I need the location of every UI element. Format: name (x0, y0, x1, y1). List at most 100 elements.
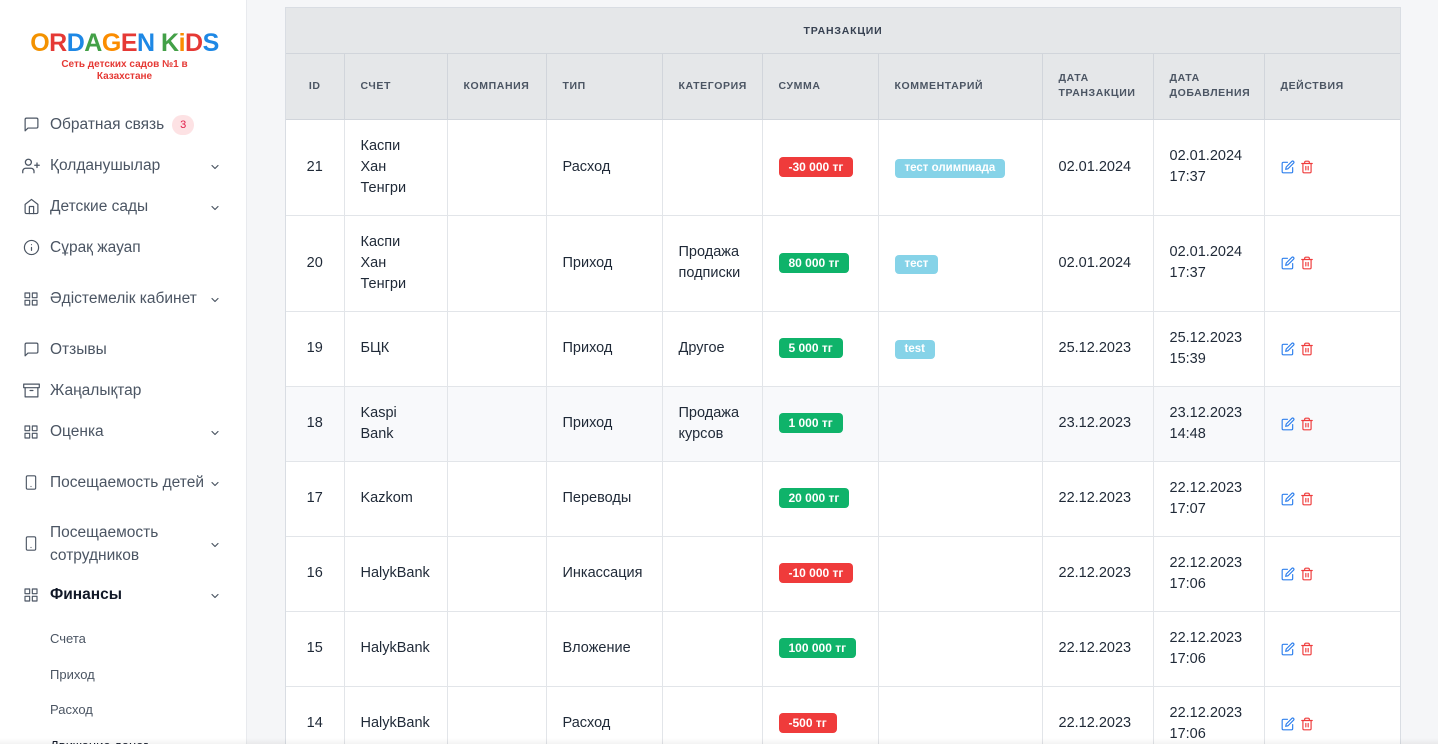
sidebar-item-4[interactable]: Әдістемелік кабинет (0, 268, 247, 329)
column-header: ID (286, 54, 345, 120)
column-header: ДАТА ДОБАВЛЕНИЯ (1153, 54, 1265, 120)
sidebar-item-6[interactable]: Жаңалықтар (0, 370, 247, 411)
sidebar-item-label: Сұрақ жауап (50, 239, 141, 256)
amount-badge: 80 000 тг (778, 252, 850, 273)
sidebar-item-7[interactable]: Оценка (0, 411, 247, 452)
amount-badge: 20 000 тг (778, 488, 850, 508)
logo-letter: S (202, 29, 220, 57)
sidebar-item-label: Обратная связь (50, 116, 165, 133)
cell-category (662, 686, 763, 744)
sidebar-item-label: Посещаемость детей (50, 474, 204, 491)
chevron-down-icon[interactable] (209, 293, 221, 305)
comment-badge: тест (894, 254, 939, 274)
cell-amount: -30 000 тг (762, 119, 879, 216)
cell-id: 21 (286, 119, 345, 216)
chevron-down-icon[interactable] (209, 477, 221, 489)
sidebar-item-1[interactable]: Қолданушылар (0, 145, 247, 186)
sidebar-item-8[interactable]: Посещаемость детей (0, 452, 247, 513)
edit-icon[interactable] (1281, 642, 1295, 656)
sidebar-item-label: Әдістемелік кабинет (50, 290, 197, 307)
edit-icon[interactable] (1281, 417, 1295, 431)
table-row[interactable]: 21 Каспи Хан Тенгри Расход -30 000 тг тест о… (286, 119, 1400, 216)
edit-icon[interactable] (1281, 342, 1295, 356)
cell-account: Kaspi Bank (344, 386, 448, 462)
cell-category: Продажа подписки (662, 215, 763, 312)
cell-tx-date: 23.12.2023 (1042, 386, 1154, 462)
sidebar-subitem-2[interactable]: Расход (50, 702, 93, 717)
edit-icon[interactable] (1281, 256, 1295, 270)
sidebar-item-label: Детские сады (50, 198, 149, 215)
cell-account: Kazkom (344, 461, 448, 537)
table-row[interactable]: 14 HalykBank Расход -500 тг 22.12.2023 22.12.… (286, 686, 1400, 744)
cell-company (447, 461, 547, 537)
cell-actions (1264, 461, 1400, 537)
table-row[interactable]: 20 Каспи Хан Тенгри Приход Продажа подписки… (286, 215, 1400, 312)
edit-icon[interactable] (1281, 717, 1295, 731)
cell-amount: -10 000 тг (762, 536, 879, 612)
column-header: СЧЕТ (344, 54, 448, 120)
chevron-down-icon[interactable] (209, 160, 221, 172)
trash-icon[interactable] (1300, 567, 1314, 581)
cell-id: 18 (286, 386, 345, 462)
edit-icon[interactable] (1281, 160, 1295, 174)
cell-added: 22.12.2023 17:06 (1153, 536, 1265, 612)
table-row[interactable]: 15 HalykBank Вложение 100 000 тг 22.12.2023 2… (286, 611, 1400, 687)
table-row[interactable]: 19 БЦК Приход Другое 5 000 тг test 25.12.2023 2… (286, 311, 1400, 387)
trash-icon[interactable] (1300, 492, 1314, 506)
sidebar-item-0[interactable]: Обратная связь 3 (0, 104, 247, 145)
sidebar-item-10[interactable]: Финансы (0, 574, 247, 615)
column-header: КОММЕНТАРИЙ (878, 54, 1043, 120)
message-square-icon (22, 116, 40, 134)
sidebar-item-label: Оценка (50, 423, 104, 440)
logo-wordmark: ORDAGEN KiDS (22, 28, 227, 58)
cell-category (662, 119, 763, 216)
trash-icon[interactable] (1300, 417, 1314, 431)
sidebar-item-label: Финансы (50, 586, 122, 603)
sidebar-item-3[interactable]: Сұрақ жауап (0, 227, 247, 268)
cell-comment: тест олимпиада (878, 119, 1043, 216)
trash-icon[interactable] (1300, 256, 1314, 270)
table-row[interactable]: 18 Kaspi Bank Приход Продажа курсов 1 000 тг… (286, 386, 1400, 462)
cell-id: 16 (286, 536, 345, 612)
cell-tx-date: 22.12.2023 (1042, 686, 1154, 744)
cell-account: HalykBank (344, 686, 448, 744)
cell-actions (1264, 536, 1400, 612)
brand-logo[interactable]: ORDAGEN KiDS Сеть детских садов №1 в Каз… (22, 28, 227, 83)
cell-company (447, 611, 547, 687)
chevron-down-icon[interactable] (209, 426, 221, 438)
table-header-row: ID СЧЕТ КОМПАНИЯ ТИП КАТЕГОРИЯ СУММА КОММЕНТАР… (286, 54, 1400, 120)
sidebar-subitem-1[interactable]: Приход (50, 666, 95, 682)
sidebar-subitem-0[interactable]: Счета (50, 631, 86, 646)
chevron-down-icon[interactable] (209, 589, 221, 601)
transactions-table: ID СЧЕТ КОМПАНИЯ ТИП КАТЕГОРИЯ СУММА КОММЕНТАР… (286, 54, 1400, 744)
message-square-icon (22, 341, 40, 359)
sidebar: ORDAGEN KiDS Сеть детских садов №1 в Каз… (0, 0, 247, 744)
trash-icon[interactable] (1300, 160, 1314, 174)
chevron-down-icon[interactable] (209, 538, 221, 550)
trash-icon[interactable] (1300, 717, 1314, 731)
logo-letter: N (137, 29, 155, 57)
chevron-down-icon[interactable] (209, 201, 221, 213)
sidebar-item-2[interactable]: Детские сады (0, 186, 247, 227)
sidebar-subitem-3[interactable]: Движение денег (0, 728, 247, 744)
comment-badge: тест олимпиада (894, 158, 1006, 178)
sidebar-item-9[interactable]: Посещаемость сотрудников (0, 513, 247, 574)
tablet-icon (22, 474, 40, 492)
table-row[interactable]: 16 HalykBank Инкассация -10 000 тг 22.12.202… (286, 536, 1400, 612)
column-header: КОМПАНИЯ (447, 54, 547, 120)
edit-icon[interactable] (1281, 567, 1295, 581)
cell-amount: 1 000 тг (762, 386, 879, 462)
cell-account: HalykBank (344, 611, 448, 687)
amount-badge: 100 000 тг (778, 638, 857, 658)
cell-actions (1264, 215, 1400, 312)
logo-letter: i (178, 29, 186, 57)
edit-icon[interactable] (1281, 492, 1295, 506)
cell-actions (1264, 611, 1400, 687)
sidebar-item-5[interactable]: Отзывы (0, 329, 247, 370)
cell-added: 25.12.2023 15:39 (1153, 311, 1265, 387)
table-row[interactable]: 17 Kazkom Переводы 20 000 тг 22.12.2023 22.12… (286, 461, 1400, 537)
trash-icon[interactable] (1300, 642, 1314, 656)
trash-icon[interactable] (1300, 342, 1314, 356)
cell-tx-date: 25.12.2023 (1042, 311, 1154, 387)
cell-id: 19 (286, 311, 345, 387)
